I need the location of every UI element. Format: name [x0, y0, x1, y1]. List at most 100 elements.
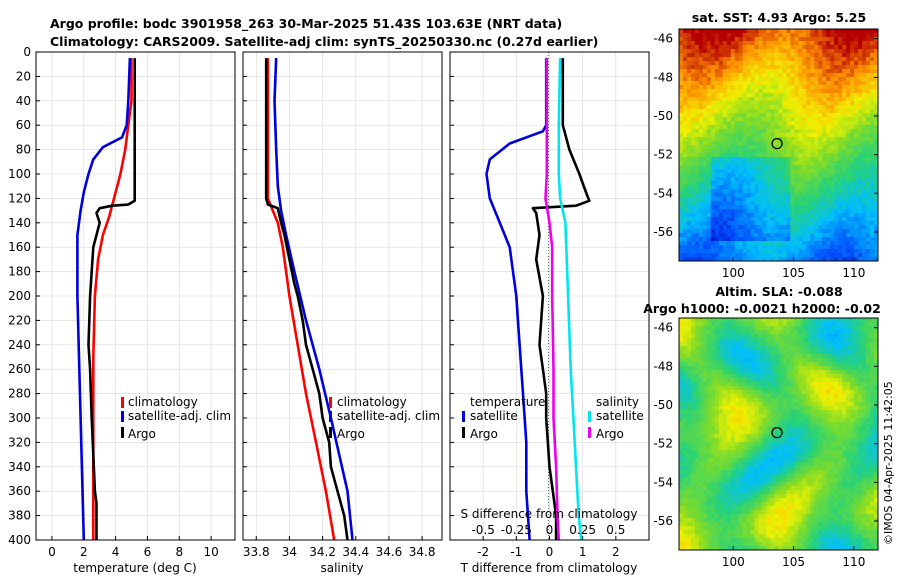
heatmap-cell — [810, 257, 815, 262]
heatmap-cell — [746, 326, 752, 331]
heatmap-cell — [698, 454, 704, 459]
heatmap-cell — [686, 185, 692, 190]
heatmap-cell — [822, 241, 827, 246]
heatmap-cell — [782, 354, 787, 359]
heatmap-cell — [794, 201, 799, 206]
heatmap-cell — [818, 438, 823, 443]
heatmap-cell — [802, 426, 807, 431]
heatmap-cell — [722, 77, 728, 82]
heatmap-cell — [682, 93, 688, 98]
heatmap-cell — [690, 418, 696, 423]
heatmap-cell — [722, 350, 728, 355]
heatmap-cell — [790, 338, 795, 343]
heatmap-cell — [690, 185, 696, 190]
difference-legend: temperature satellite Argo salinity sate… — [462, 395, 644, 441]
heatmap-cell — [830, 394, 835, 399]
heatmap-cell — [782, 370, 787, 375]
heatmap-cell — [690, 65, 696, 70]
heatmap-cell — [798, 229, 803, 234]
heatmap-cell — [854, 366, 859, 371]
heatmap-cell — [834, 189, 839, 194]
heatmap-cell — [742, 61, 748, 66]
heatmap-cell — [762, 374, 767, 379]
heatmap-cell — [870, 410, 875, 415]
heatmap-cell — [746, 157, 752, 162]
heatmap-cell — [766, 137, 771, 142]
heatmap-cell — [786, 205, 791, 210]
heatmap-cell — [726, 189, 732, 194]
heatmap-cell — [782, 153, 787, 158]
sla-map-panel: Altim. SLA: -0.088 Argo h1000: -0.0021 h… — [643, 284, 881, 569]
heatmap-cell — [802, 193, 807, 198]
heatmap-cell — [714, 450, 720, 455]
heatmap-cell — [826, 145, 831, 150]
heatmap-cell — [858, 205, 863, 210]
heatmap-cell — [706, 41, 712, 46]
heatmap-cell — [782, 414, 787, 419]
heatmap-cell — [706, 229, 712, 234]
heatmap-cell — [826, 257, 831, 262]
heatmap-cell — [770, 334, 775, 339]
heatmap-cell — [750, 197, 756, 202]
heatmap-cell — [790, 233, 795, 238]
heatmap-cell — [698, 374, 704, 379]
heatmap-cell — [702, 450, 708, 455]
heatmap-cell — [874, 326, 879, 331]
heatmap-cell — [754, 57, 759, 62]
heatmap-cell — [714, 165, 720, 170]
heatmap-cell — [838, 370, 843, 375]
heatmap-cell — [726, 45, 732, 50]
heatmap-cell — [774, 49, 779, 54]
heatmap-cell — [702, 422, 708, 427]
heatmap-cell — [858, 169, 863, 174]
heatmap-cell — [870, 442, 875, 447]
heatmap-cell — [746, 105, 752, 110]
heatmap-cell — [730, 382, 736, 387]
heatmap-cell — [698, 173, 704, 178]
heatmap-cell — [746, 137, 752, 142]
heatmap-cell — [870, 434, 875, 439]
heatmap-cell — [846, 177, 851, 182]
heatmap-cell — [846, 241, 851, 246]
heatmap-cell — [782, 450, 787, 455]
heatmap-cell — [726, 153, 732, 158]
heatmap-cell — [750, 406, 756, 411]
heatmap-cell — [870, 458, 875, 463]
heatmap-cell — [798, 193, 803, 198]
heatmap-cell — [838, 410, 843, 415]
heatmap-cell — [758, 65, 763, 70]
heatmap-cell — [726, 245, 732, 250]
heatmap-cell — [782, 434, 787, 439]
heatmap-cell — [786, 97, 791, 102]
heatmap-cell — [842, 37, 847, 42]
heatmap-cell — [750, 253, 756, 258]
heatmap-cell — [798, 189, 803, 194]
heatmap-cell — [834, 33, 839, 38]
heatmap-cell — [798, 402, 803, 407]
heatmap-cell — [758, 374, 763, 379]
heatmap-cell — [858, 65, 863, 70]
heatmap-cell — [714, 173, 720, 178]
heatmap-cell — [810, 101, 815, 106]
heatmap-cell — [730, 253, 736, 258]
heatmap-cell — [834, 45, 839, 50]
heatmap-cell — [814, 237, 819, 242]
heatmap-cell — [786, 354, 791, 359]
heatmap-cell — [682, 374, 688, 379]
heatmap-cell — [778, 197, 783, 202]
heatmap-cell — [746, 173, 752, 178]
heatmap-cell — [702, 185, 708, 190]
heatmap-cell — [702, 382, 708, 387]
heatmap-cell — [762, 217, 767, 222]
heatmap-cell — [786, 390, 791, 395]
heatmap-cell — [710, 33, 716, 38]
heatmap-cell — [742, 253, 748, 258]
heatmap-cell — [706, 117, 712, 122]
heatmap-cell — [702, 145, 708, 150]
heatmap-cell — [770, 85, 775, 90]
heatmap-cell — [842, 137, 847, 142]
heatmap-cell — [838, 201, 843, 206]
heatmap-cell — [694, 153, 700, 158]
heatmap-cell — [694, 65, 700, 70]
heatmap-cell — [818, 422, 823, 427]
